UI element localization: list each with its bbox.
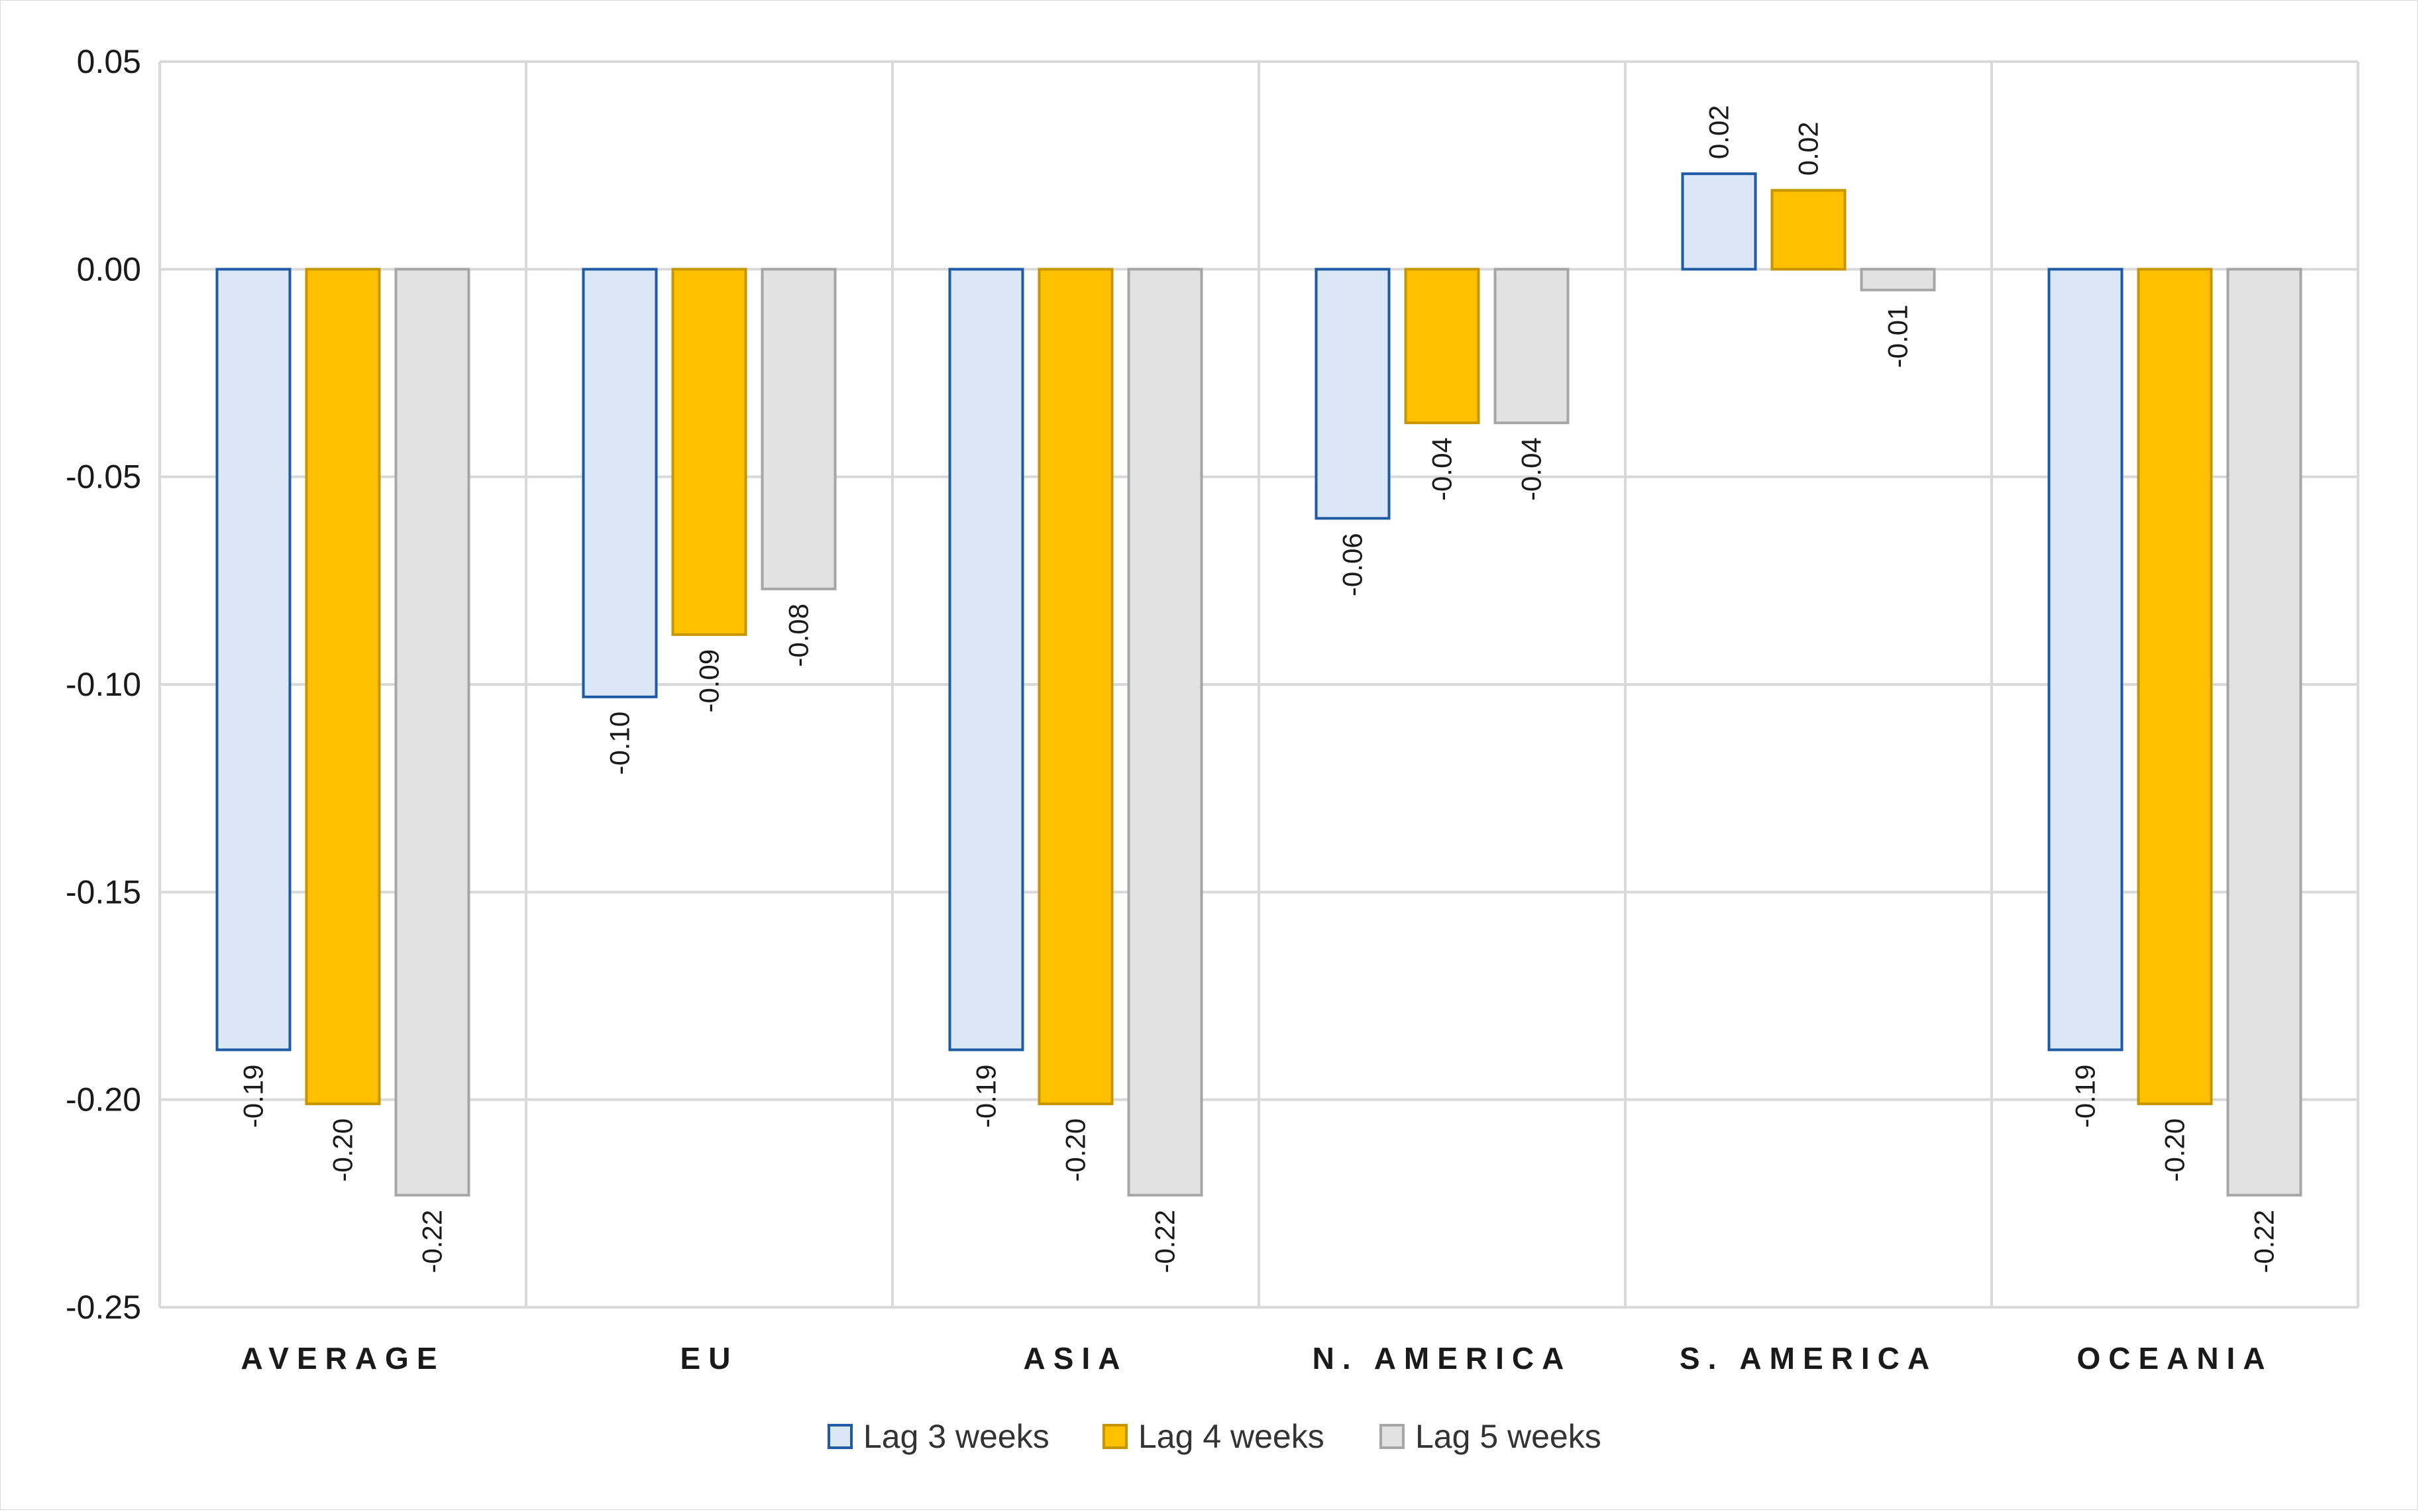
- bar-lag-3-weeks: [582, 268, 658, 698]
- category-label: S. AMERICA: [1680, 1341, 1937, 1376]
- bar-lag-5-weeks: [761, 268, 837, 590]
- data-label: -0.20: [327, 1118, 358, 1182]
- y-tick-label: -0.10: [66, 666, 141, 703]
- bar-lag-3-weeks: [2047, 268, 2123, 1052]
- bar-lag-4-weeks: [1404, 268, 1480, 425]
- bar-lag-5-weeks: [2226, 268, 2302, 1197]
- bar-lag-4-weeks: [1770, 189, 1847, 271]
- bar-lag-5-weeks: [1127, 268, 1203, 1197]
- data-label: -0.22: [2249, 1210, 2280, 1273]
- category-label: ASIA: [1024, 1341, 1128, 1376]
- y-tick-label: -0.25: [66, 1289, 141, 1326]
- category-label: EU: [680, 1341, 739, 1376]
- legend-swatch: [828, 1424, 853, 1449]
- data-label: 0.02: [1703, 105, 1735, 159]
- data-label: -0.19: [971, 1064, 1002, 1128]
- y-tick-label: 0.05: [77, 43, 141, 80]
- data-label: -0.19: [2070, 1064, 2101, 1128]
- bar-lag-3-weeks: [1681, 172, 1757, 271]
- grid-layer: [158, 60, 2359, 1309]
- label-layer: -0.19 -0.20 -0.22 -0.10 -0.09 -0.08 -0.19 -0.20…: [238, 105, 2280, 1273]
- data-label: -0.22: [1150, 1210, 1181, 1273]
- data-label: -0.06: [1337, 533, 1368, 596]
- bar-lag-3-weeks: [1315, 268, 1391, 520]
- legend-swatch: [1102, 1424, 1128, 1449]
- data-label: -0.08: [783, 604, 814, 667]
- bar-lag-5-weeks: [394, 268, 470, 1197]
- data-label: -0.01: [1882, 305, 1913, 368]
- data-label: -0.04: [1426, 437, 1458, 501]
- bar-lag-4-weeks: [1038, 268, 1114, 1105]
- bar-lag-3-weeks: [948, 268, 1024, 1052]
- bar-lag-5-weeks: [1860, 268, 1936, 292]
- category-label: N. AMERICA: [1313, 1341, 1572, 1376]
- category-label: OCEANIA: [2076, 1341, 2273, 1376]
- category-label: AVERAGE: [241, 1341, 445, 1376]
- data-label: 0.02: [1793, 122, 1824, 176]
- legend-swatch: [1379, 1424, 1405, 1449]
- data-label: -0.20: [2159, 1118, 2190, 1182]
- bar-lag-5-weeks: [1493, 268, 1570, 425]
- y-tick-label: -0.15: [66, 873, 141, 910]
- legend-label: Lag 3 weeks: [863, 1418, 1049, 1455]
- axis-layer: 0.05 0.00 -0.05 -0.10 -0.15 -0.20 -0.25 AVERAGE…: [66, 43, 2273, 1376]
- data-label: -0.19: [238, 1064, 269, 1128]
- bar-lag-4-weeks: [2137, 268, 2213, 1105]
- data-label: -0.22: [417, 1210, 448, 1273]
- data-label: -0.20: [1060, 1118, 1091, 1182]
- data-label: -0.04: [1516, 437, 1547, 501]
- bar-lag-3-weeks: [215, 268, 292, 1052]
- bar-layer: [215, 172, 2302, 1197]
- data-label: -0.09: [694, 649, 725, 713]
- bar-lag-4-weeks: [671, 268, 747, 636]
- data-label: -0.10: [604, 712, 635, 775]
- y-tick-label: -0.20: [66, 1081, 141, 1118]
- legend-label: Lag 4 weeks: [1138, 1418, 1324, 1455]
- legend: Lag 3 weeks Lag 4 weeks Lag 5 weeks: [828, 1418, 1601, 1455]
- bar-lag-4-weeks: [305, 268, 381, 1105]
- y-tick-label: 0.00: [77, 250, 141, 288]
- legend-label: Lag 5 weeks: [1415, 1418, 1601, 1455]
- y-tick-label: -0.05: [66, 459, 141, 496]
